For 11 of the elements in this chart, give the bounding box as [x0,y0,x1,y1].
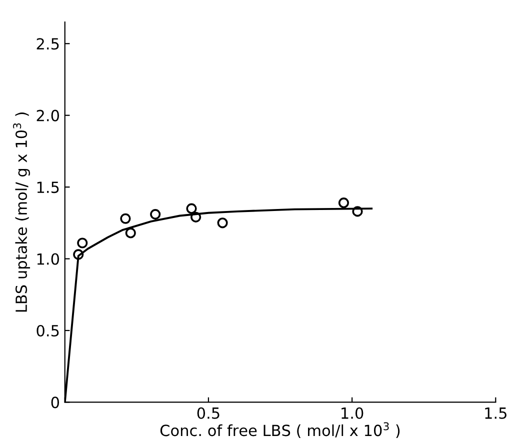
x-tick-label: 1.0 [342,407,364,419]
y-tick-label: 2.0 [36,110,59,122]
x-axis-title: Conc. of free LBS ( mol/l x 10$^{3}$ ) [160,422,400,438]
y-axis-title: LBS uptake (mol/ g x 10$^{3}$ ) [13,112,30,312]
y-tick-label: 1.5 [37,182,59,194]
x-tick-label: 0.5 [197,407,220,419]
y-tick-label: 1.0 [37,253,59,265]
y-tick-label: 0 [51,396,59,408]
y-tick-label: 0.5 [36,324,59,337]
x-tick-label: 1.5 [485,408,506,419]
y-tick-label: 2.5 [36,38,59,50]
